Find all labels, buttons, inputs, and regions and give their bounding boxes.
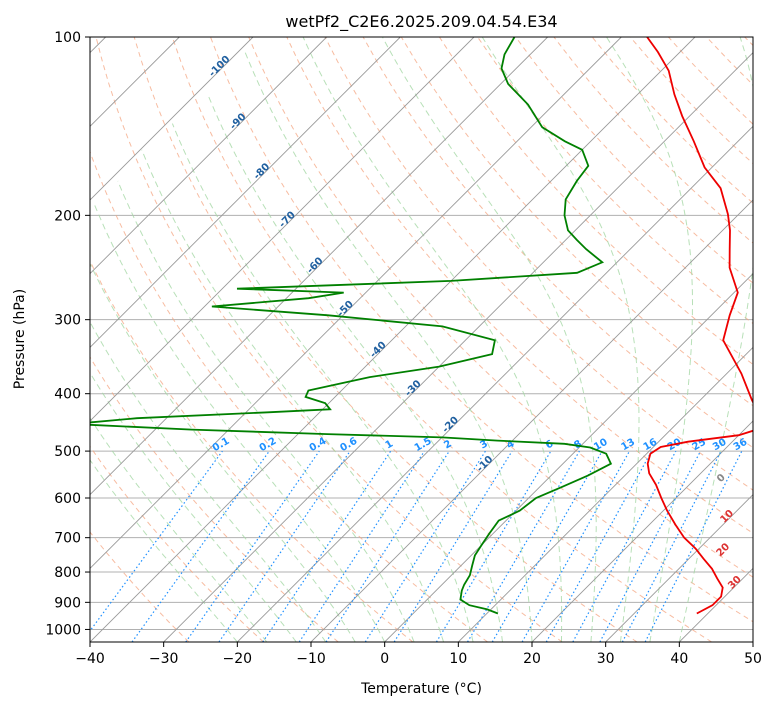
x-tick-label: −10 (296, 651, 326, 667)
x-tick-label: −40 (75, 651, 105, 667)
x-tick-label: 40 (670, 651, 688, 667)
y-tick-label: 800 (54, 565, 81, 581)
x-tick-label: −20 (223, 651, 253, 667)
x-tick-label: 50 (744, 651, 762, 667)
y-tick-label: 300 (54, 313, 81, 329)
y-tick-label: 600 (54, 491, 81, 507)
y-tick-label: 900 (54, 595, 81, 611)
y-tick-label: 400 (54, 387, 81, 403)
x-tick-label: 20 (523, 651, 541, 667)
x-axis-label: Temperature (°C) (360, 681, 482, 697)
chart-title: wetPf2_C2E6.2025.209.04.54.E34 (285, 12, 557, 32)
x-tick-label: 0 (380, 651, 389, 667)
y-tick-label: 500 (54, 444, 81, 460)
y-tick-label: 1000 (45, 622, 81, 638)
y-tick-label: 100 (54, 30, 81, 46)
y-tick-label: 700 (54, 531, 81, 547)
y-tick-label: 200 (54, 208, 81, 224)
y-axis-label: Pressure (hPa) (12, 289, 28, 389)
x-tick-label: 10 (449, 651, 467, 667)
x-tick-label: 30 (597, 651, 615, 667)
x-tick-label: −30 (149, 651, 179, 667)
